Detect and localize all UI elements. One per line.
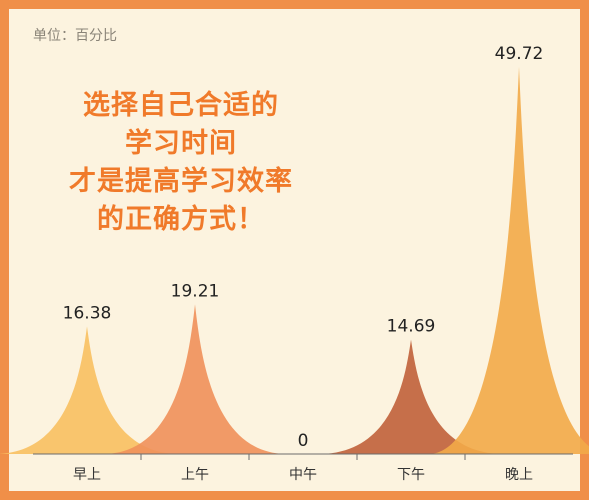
- value-label-1: 19.21: [171, 281, 220, 301]
- headline-line-4: 的正确方式！: [97, 204, 265, 235]
- headline: 选择自己合适的 学习时间 才是提高学习效率 的正确方式！: [31, 87, 331, 239]
- category-label-3: 下午: [397, 467, 425, 483]
- headline-line-1: 选择自己合适的: [83, 90, 279, 121]
- category-label-4: 晚上: [505, 467, 533, 483]
- category-label-0: 早上: [73, 467, 101, 483]
- unit-label: 单位：百分比: [33, 28, 117, 44]
- category-label-1: 上午: [181, 467, 209, 483]
- value-label-2: 0: [298, 431, 309, 451]
- value-label-3: 14.69: [387, 317, 436, 337]
- peak-0: [0, 326, 177, 454]
- peak-1: [105, 304, 285, 454]
- category-label-2: 中午: [289, 467, 317, 483]
- headline-line-2: 学习时间: [125, 128, 237, 159]
- peak-3: [321, 339, 501, 454]
- peak-4: [429, 66, 589, 454]
- headline-line-3: 才是提高学习效率: [69, 166, 293, 197]
- value-label-0: 16.38: [63, 303, 112, 323]
- value-label-4: 49.72: [495, 44, 544, 64]
